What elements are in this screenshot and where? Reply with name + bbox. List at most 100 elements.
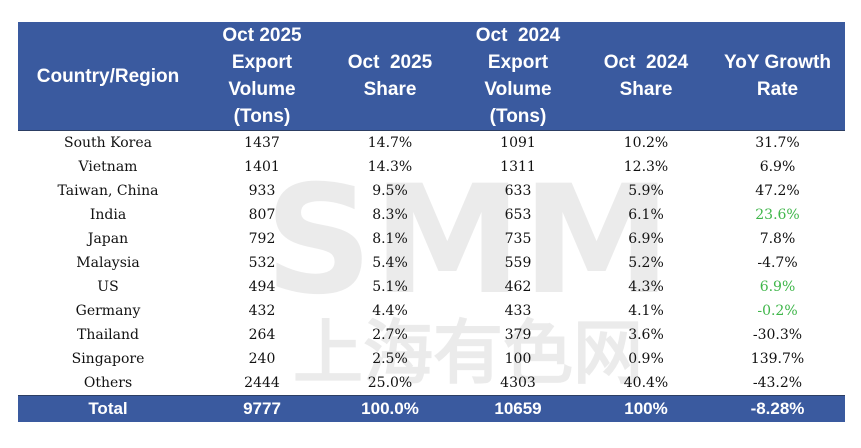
cell-yoy-growth: -4.7% (757, 255, 798, 271)
cell-oct2025-volume: 532 (248, 255, 276, 271)
cell-oct2025-volume: 1401 (244, 159, 280, 175)
cell-oct2025-share: 2.7% (372, 327, 408, 343)
cell-country: India (89, 207, 127, 223)
cell-oct2025-volume: 792 (248, 231, 276, 247)
header-line: Volume (484, 79, 552, 100)
cell-country: Japan (87, 231, 129, 247)
cell-oct2024-volume: 462 (504, 279, 532, 295)
cell-oct2024-share: 0.9% (628, 351, 664, 367)
cell-oct2025-volume: 807 (248, 207, 276, 223)
cell-oct2024-volume: 735 (504, 231, 532, 247)
cell-oct2025-share: 2.5% (372, 351, 408, 367)
cell-oct2025-share: 8.3% (372, 207, 408, 223)
table-row: Japan 792 8.1% 735 6.9% 7.8% (18, 227, 845, 251)
cell-oct2025-volume: 933 (248, 183, 276, 199)
cell-oct2024-volume: 433 (504, 303, 532, 319)
header-line: Export (487, 52, 549, 73)
cell-yoy-growth: -43.2% (710, 371, 845, 396)
cell-oct2025-share: 14.3% (367, 159, 413, 175)
total-yoy: -8.28% (710, 395, 845, 422)
table-body: South Korea 1437 14.7% 1091 10.2% 31.7% Vietna… (18, 130, 845, 396)
cell-country: Malaysia (76, 255, 140, 271)
cell-oct2024-share: 6.9% (628, 231, 664, 247)
cell-oct2024-volume: 379 (504, 327, 532, 343)
total-row: Total 9777 100.0% 10659 100% -8.28% (18, 395, 845, 422)
cell-oct2024-volume: 4303 (454, 371, 582, 396)
table-row: Vietnam 1401 14.3% 1311 12.3% 6.9% (18, 155, 845, 179)
cell-yoy-growth: 23.6% (755, 207, 800, 223)
cell-oct2025-share: 4.4% (372, 303, 408, 319)
cell-oct2024-share: 6.1% (628, 207, 664, 223)
header-yoy-growth: YoY Growth Rate (710, 22, 845, 131)
header-oct2024-volume: Oct 2024 Export Volume (Tons) (454, 22, 582, 131)
header-oct2025-share: Oct 2025 Share (326, 22, 454, 131)
cell-oct2024-share: 4.1% (628, 303, 664, 319)
total-s2025: 100.0% (326, 395, 454, 422)
header-line: Oct 2024 (475, 25, 561, 46)
header-country: Country/Region (18, 22, 198, 131)
table-row: Taiwan, China 933 9.5% 633 5.9% 47.2% (18, 179, 845, 203)
total-v2025: 9777 (198, 395, 326, 422)
header-line: Oct 2024 (603, 52, 689, 73)
table-row: Others 2444 25.0% 4303 40.4% -43.2% (18, 371, 845, 396)
cell-oct2024-volume: 1311 (500, 159, 536, 175)
table-row: Thailand 264 2.7% 379 3.6% -30.3% (18, 323, 845, 347)
header-row: Country/Region Oct 2025 Export Volume (T… (18, 22, 845, 131)
cell-yoy-growth: 6.9% (759, 279, 796, 295)
header-line: Rate (756, 79, 799, 100)
total-s2024: 100% (582, 395, 710, 422)
cell-yoy-growth: -30.3% (752, 327, 803, 343)
cell-oct2025-share: 14.7% (326, 130, 454, 155)
cell-oct2025-share: 25.0% (326, 371, 454, 396)
cell-oct2025-share: 5.4% (372, 255, 408, 271)
table-row: Germany 432 4.4% 433 4.1% -0.2% (18, 299, 845, 323)
cell-oct2025-volume: 494 (248, 279, 276, 295)
cell-country: Germany (75, 303, 141, 319)
cell-country: Thailand (77, 327, 139, 343)
export-table-container: Country/Region Oct 2025 Export Volume (T… (18, 22, 845, 422)
cell-country: Vietnam (78, 159, 138, 175)
header-line: Share (619, 79, 673, 100)
cell-oct2024-share: 3.6% (628, 327, 664, 343)
cell-oct2024-share: 5.9% (628, 183, 664, 199)
cell-country: Others (18, 371, 198, 396)
header-line: Share (363, 79, 417, 100)
table-row: India 807 8.3% 653 6.1% 23.6% (18, 203, 845, 227)
cell-country: Taiwan, China (57, 183, 159, 199)
cell-oct2024-volume: 100 (504, 351, 532, 367)
cell-yoy-growth: 139.7% (750, 351, 805, 367)
cell-oct2025-share: 8.1% (372, 231, 408, 247)
cell-country: South Korea (18, 130, 198, 155)
header-line: YoY Growth (724, 52, 831, 73)
cell-yoy-growth: -0.2% (757, 303, 798, 319)
cell-oct2025-volume: 1437 (198, 130, 326, 155)
cell-oct2024-share: 40.4% (582, 371, 710, 396)
header-line: Volume (228, 79, 296, 100)
table-row: Malaysia 532 5.4% 559 5.2% -4.7% (18, 251, 845, 275)
header-line: Oct 2025 (347, 52, 433, 73)
cell-oct2024-volume: 633 (504, 183, 532, 199)
cell-oct2024-share: 12.3% (623, 159, 669, 175)
cell-oct2025-share: 5.1% (372, 279, 408, 295)
cell-oct2024-share: 10.2% (582, 130, 710, 155)
total-label: Total (18, 395, 198, 422)
cell-oct2025-volume: 240 (248, 351, 276, 367)
total-v2024: 10659 (454, 395, 582, 422)
cell-oct2025-volume: 2444 (198, 371, 326, 396)
cell-yoy-growth: 31.7% (710, 130, 845, 155)
cell-oct2024-volume: 559 (504, 255, 532, 271)
cell-oct2024-volume: 653 (504, 207, 532, 223)
header-line: (Tons) (489, 106, 547, 127)
table-row: Singapore 240 2.5% 100 0.9% 139.7% (18, 347, 845, 371)
cell-yoy-growth: 7.8% (759, 231, 796, 247)
export-volume-table: Country/Region Oct 2025 Export Volume (T… (18, 22, 845, 422)
cell-yoy-growth: 6.9% (759, 159, 796, 175)
header-line: Export (231, 52, 293, 73)
cell-oct2025-share: 9.5% (372, 183, 408, 199)
header-line: Oct 2025 (222, 25, 302, 46)
cell-oct2024-volume: 1091 (454, 130, 582, 155)
header-line: (Tons) (233, 106, 291, 127)
cell-oct2024-share: 5.2% (628, 255, 664, 271)
cell-country: Singapore (71, 351, 145, 367)
cell-yoy-growth: 47.2% (755, 183, 800, 199)
